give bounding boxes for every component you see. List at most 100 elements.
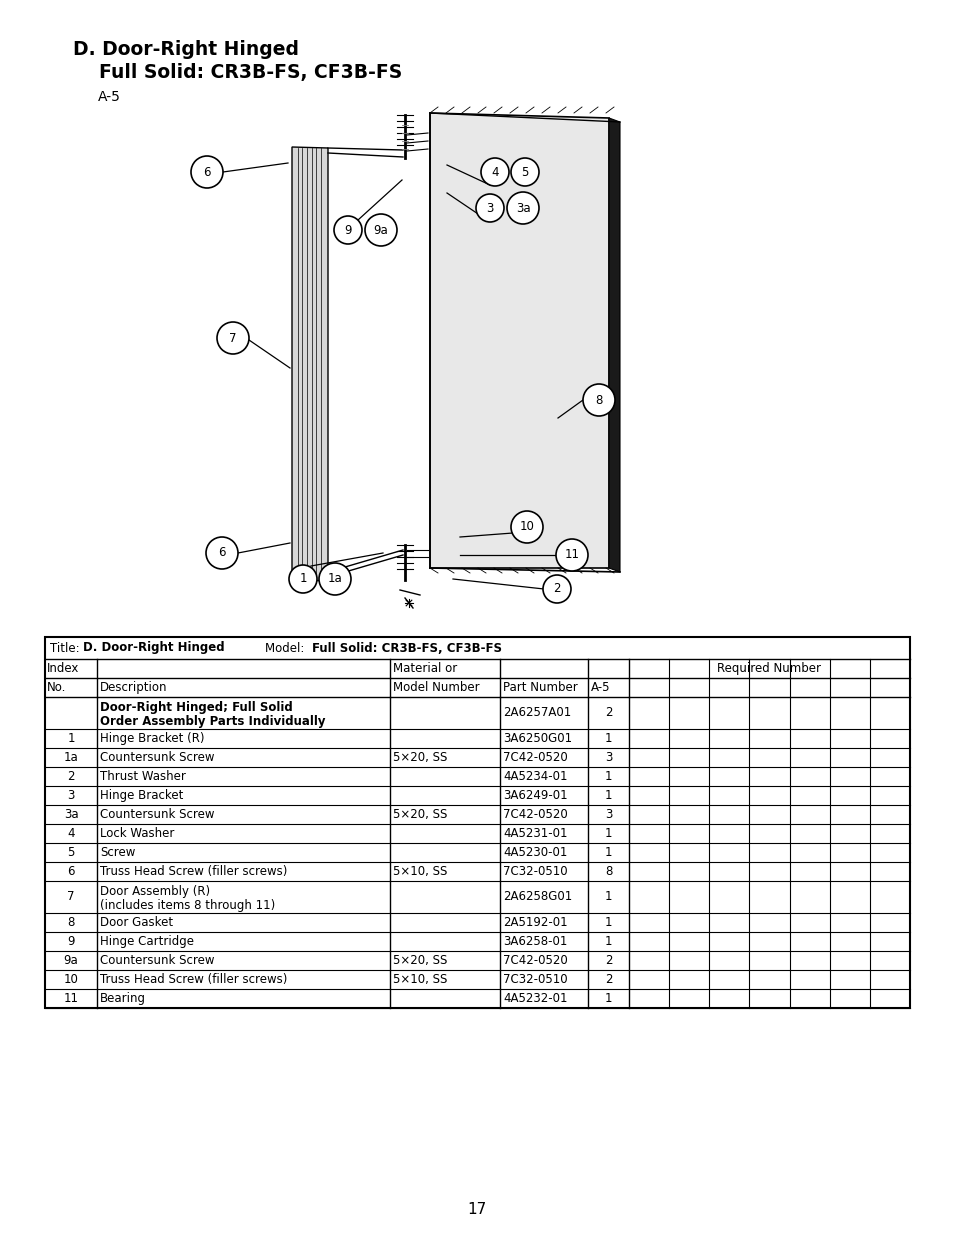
Text: 2: 2 bbox=[604, 953, 612, 967]
Text: 5: 5 bbox=[68, 846, 74, 860]
Text: 1: 1 bbox=[604, 732, 612, 745]
Bar bbox=[45, 637, 909, 1008]
Text: 2: 2 bbox=[67, 769, 74, 783]
Text: 4A5232-01: 4A5232-01 bbox=[502, 992, 567, 1005]
Text: Hinge Cartridge: Hinge Cartridge bbox=[100, 935, 193, 948]
Text: 2A6258G01: 2A6258G01 bbox=[502, 890, 572, 904]
Circle shape bbox=[480, 158, 509, 186]
Text: 1a: 1a bbox=[327, 573, 342, 585]
Text: Door Gasket: Door Gasket bbox=[100, 916, 172, 929]
Text: 7C32-0510: 7C32-0510 bbox=[502, 973, 567, 986]
Text: Required Number: Required Number bbox=[717, 662, 821, 676]
Text: 1: 1 bbox=[604, 890, 612, 904]
Text: 2: 2 bbox=[553, 583, 560, 595]
Text: Countersunk Screw: Countersunk Screw bbox=[100, 808, 214, 821]
Polygon shape bbox=[608, 119, 619, 572]
Circle shape bbox=[556, 538, 587, 571]
Text: 3: 3 bbox=[604, 808, 612, 821]
Text: 1a: 1a bbox=[64, 751, 78, 764]
Text: Index: Index bbox=[47, 662, 79, 676]
Circle shape bbox=[289, 564, 316, 593]
Circle shape bbox=[365, 214, 396, 246]
Text: 2A6257A01: 2A6257A01 bbox=[502, 706, 571, 720]
Text: 5×20, SS: 5×20, SS bbox=[393, 751, 447, 764]
Text: 1: 1 bbox=[604, 789, 612, 802]
Text: Lock Washer: Lock Washer bbox=[100, 827, 174, 840]
Circle shape bbox=[542, 576, 571, 603]
Text: 1: 1 bbox=[604, 769, 612, 783]
Text: 3A6250G01: 3A6250G01 bbox=[502, 732, 572, 745]
Text: 11: 11 bbox=[564, 548, 578, 562]
Text: Screw: Screw bbox=[100, 846, 135, 860]
Text: Truss Head Screw (filler screws): Truss Head Screw (filler screws) bbox=[100, 864, 287, 878]
Circle shape bbox=[511, 158, 538, 186]
Text: 3: 3 bbox=[68, 789, 74, 802]
Text: (includes items 8 through 11): (includes items 8 through 11) bbox=[100, 899, 275, 911]
Circle shape bbox=[206, 537, 237, 569]
Polygon shape bbox=[292, 147, 328, 582]
Text: D. Door-Right Hinged: D. Door-Right Hinged bbox=[73, 40, 298, 59]
Text: 3: 3 bbox=[486, 201, 493, 215]
Text: Material or: Material or bbox=[393, 662, 456, 676]
Text: 4: 4 bbox=[67, 827, 74, 840]
Text: 9: 9 bbox=[67, 935, 74, 948]
Text: 10: 10 bbox=[519, 520, 534, 534]
Text: 6: 6 bbox=[67, 864, 74, 878]
Text: Model:: Model: bbox=[250, 641, 308, 655]
Text: 5×20, SS: 5×20, SS bbox=[393, 953, 447, 967]
Text: Thrust Washer: Thrust Washer bbox=[100, 769, 186, 783]
Text: Description: Description bbox=[100, 680, 168, 694]
Text: Countersunk Screw: Countersunk Screw bbox=[100, 953, 214, 967]
Text: 4A5234-01: 4A5234-01 bbox=[502, 769, 567, 783]
Text: 2: 2 bbox=[604, 706, 612, 720]
Text: Order Assembly Parts Individually: Order Assembly Parts Individually bbox=[100, 715, 325, 727]
Text: No.: No. bbox=[47, 680, 67, 694]
Text: 1: 1 bbox=[604, 846, 612, 860]
Text: 1: 1 bbox=[67, 732, 74, 745]
Circle shape bbox=[511, 511, 542, 543]
Text: 8: 8 bbox=[604, 864, 612, 878]
Text: 5×20, SS: 5×20, SS bbox=[393, 808, 447, 821]
Text: 11: 11 bbox=[64, 992, 78, 1005]
Circle shape bbox=[476, 194, 503, 222]
Text: Door Assembly (R): Door Assembly (R) bbox=[100, 885, 210, 898]
Circle shape bbox=[582, 384, 615, 416]
Text: 9a: 9a bbox=[374, 224, 388, 236]
Text: A-5: A-5 bbox=[98, 90, 121, 104]
Text: Model Number: Model Number bbox=[393, 680, 479, 694]
Text: 4: 4 bbox=[491, 165, 498, 179]
Text: 1: 1 bbox=[604, 935, 612, 948]
Text: 1: 1 bbox=[604, 827, 612, 840]
Text: 2A5192-01: 2A5192-01 bbox=[502, 916, 567, 929]
Text: 6: 6 bbox=[218, 547, 226, 559]
Text: 9a: 9a bbox=[64, 953, 78, 967]
Text: 8: 8 bbox=[68, 916, 74, 929]
Text: 1: 1 bbox=[299, 573, 307, 585]
Text: 3: 3 bbox=[604, 751, 612, 764]
Circle shape bbox=[191, 156, 223, 188]
Circle shape bbox=[216, 322, 249, 354]
Text: Bearing: Bearing bbox=[100, 992, 146, 1005]
Text: Title:: Title: bbox=[50, 641, 83, 655]
Text: 6: 6 bbox=[203, 165, 211, 179]
Text: Full Solid: CR3B-FS, CF3B-FS: Full Solid: CR3B-FS, CF3B-FS bbox=[73, 63, 402, 82]
Text: 2: 2 bbox=[604, 973, 612, 986]
Text: 3A6258-01: 3A6258-01 bbox=[502, 935, 567, 948]
Circle shape bbox=[506, 191, 538, 224]
Circle shape bbox=[334, 216, 361, 245]
Text: 5×10, SS: 5×10, SS bbox=[393, 864, 447, 878]
Text: 8: 8 bbox=[595, 394, 602, 406]
Text: 7C32-0510: 7C32-0510 bbox=[502, 864, 567, 878]
Text: Countersunk Screw: Countersunk Screw bbox=[100, 751, 214, 764]
Text: A-5: A-5 bbox=[590, 680, 610, 694]
Text: Full Solid: CR3B-FS, CF3B-FS: Full Solid: CR3B-FS, CF3B-FS bbox=[312, 641, 501, 655]
Text: 10: 10 bbox=[64, 973, 78, 986]
Text: 7C42-0520: 7C42-0520 bbox=[502, 751, 567, 764]
Text: Hinge Bracket (R): Hinge Bracket (R) bbox=[100, 732, 204, 745]
Text: D. Door-Right Hinged: D. Door-Right Hinged bbox=[83, 641, 224, 655]
Text: 1: 1 bbox=[604, 916, 612, 929]
Text: 17: 17 bbox=[467, 1203, 486, 1218]
Text: 1: 1 bbox=[604, 992, 612, 1005]
Text: 7: 7 bbox=[67, 890, 74, 904]
Polygon shape bbox=[430, 112, 608, 568]
